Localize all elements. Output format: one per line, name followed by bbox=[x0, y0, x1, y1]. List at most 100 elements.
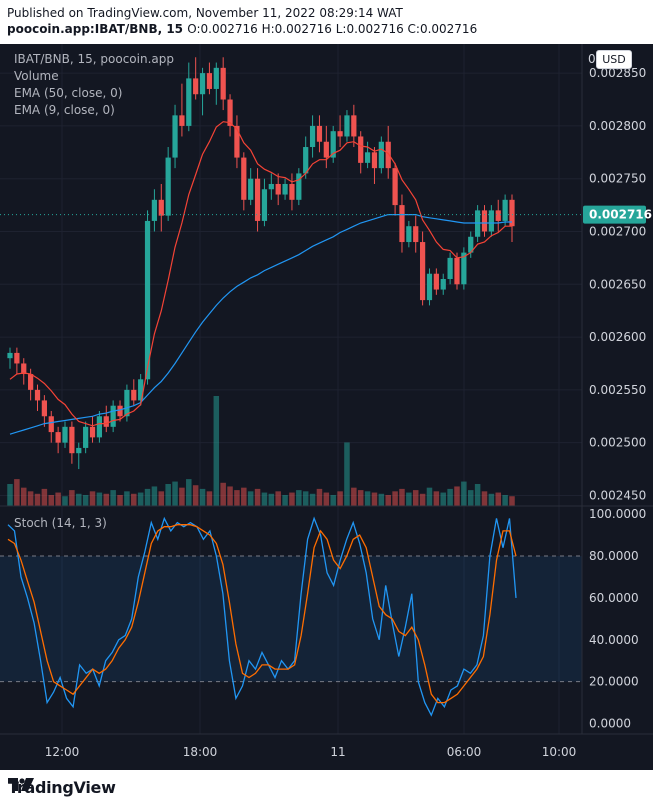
candle-body bbox=[509, 199, 515, 227]
candle-body bbox=[83, 426, 89, 448]
chart-area[interactable]: 0.002850 0.002800 0.002750 0.002700 0.002650… bbox=[0, 44, 653, 770]
candle-body bbox=[440, 279, 446, 290]
candle-body bbox=[138, 379, 144, 401]
candle-body bbox=[34, 389, 41, 401]
stoch-tick-label: 100.0000 bbox=[589, 507, 646, 521]
candle-body bbox=[392, 168, 398, 206]
ema50-line bbox=[9, 214, 512, 435]
volume-bar bbox=[89, 491, 96, 506]
candle-body bbox=[131, 389, 137, 401]
legend-ema9: EMA (9, close, 0) bbox=[14, 103, 115, 117]
volume-bar bbox=[55, 492, 61, 506]
volume-bar bbox=[213, 396, 220, 506]
candle-body bbox=[289, 183, 295, 200]
price-tick-label: 0.002750 bbox=[589, 172, 646, 186]
ohlc-values: O:0.002716 H:0.002716 L:0.002716 C:0.002… bbox=[187, 22, 478, 36]
chart-svg[interactable]: 0.002850 0.002800 0.002750 0.002700 0.002650… bbox=[0, 44, 653, 770]
volume-bar bbox=[399, 488, 405, 506]
volume-bar bbox=[69, 490, 75, 506]
candle-body bbox=[364, 152, 371, 163]
candle-body bbox=[28, 374, 34, 390]
price-tick-label: 0.002800 bbox=[589, 119, 646, 133]
candle-body bbox=[316, 125, 323, 142]
stoch-tick-label: 60.0000 bbox=[589, 591, 639, 605]
volume-bar bbox=[144, 488, 151, 506]
time-tick-label: 11 bbox=[330, 745, 345, 759]
candle-body bbox=[399, 205, 405, 243]
publish-header: Published on TradingView.com, November 1… bbox=[0, 0, 653, 44]
volume-bar bbox=[158, 491, 165, 506]
candle-body bbox=[337, 131, 343, 137]
candle-body bbox=[62, 426, 68, 443]
stoch-lines bbox=[7, 516, 517, 717]
volume-bar bbox=[124, 491, 130, 506]
volume-bar bbox=[7, 484, 13, 506]
candle-body bbox=[385, 141, 391, 169]
ema9-line bbox=[9, 121, 512, 427]
candle-body bbox=[495, 210, 501, 221]
candle-body bbox=[282, 183, 288, 195]
volume-bar bbox=[254, 488, 261, 506]
volume-bar bbox=[192, 485, 199, 506]
volume-bars bbox=[7, 396, 515, 506]
volume-bar bbox=[344, 442, 350, 506]
volume-bar bbox=[62, 496, 68, 506]
candle-body bbox=[358, 136, 364, 163]
volume-bar bbox=[351, 487, 357, 506]
tradingview-logo[interactable]: TradingView bbox=[8, 776, 116, 798]
stoch-tick-label: 0.0000 bbox=[589, 717, 631, 731]
legend-stoch: Stoch (14, 1, 3) bbox=[14, 516, 107, 530]
stoch-tick-label: 20.0000 bbox=[589, 675, 639, 689]
time-tick-label: 10:00 bbox=[542, 745, 577, 759]
volume-bar bbox=[406, 492, 412, 506]
candle-body bbox=[234, 125, 240, 158]
candle-body bbox=[41, 400, 47, 417]
volume-bar bbox=[227, 486, 233, 506]
legend-volume: Volume bbox=[14, 69, 59, 83]
legend-ema50: EMA (50, close, 0) bbox=[14, 86, 123, 100]
candle-body bbox=[110, 405, 116, 427]
candle-body bbox=[213, 67, 219, 89]
candle-body bbox=[186, 78, 192, 126]
volume-bar bbox=[172, 481, 178, 506]
volume-bar bbox=[82, 495, 89, 506]
axes: 0.002850 0.002800 0.002750 0.002700 0.002650… bbox=[0, 44, 653, 759]
volume-bar bbox=[179, 487, 185, 506]
candle-body bbox=[206, 73, 213, 89]
volume-bar bbox=[337, 491, 343, 506]
volume-bar bbox=[268, 493, 275, 506]
volume-bar bbox=[234, 490, 240, 506]
tradingview-logo-icon bbox=[8, 778, 34, 791]
price-tick-label: 0.002650 bbox=[589, 277, 646, 291]
price-tick-label: 0.002850 bbox=[589, 66, 646, 80]
volume-bar bbox=[412, 490, 419, 506]
candle-body bbox=[96, 416, 103, 438]
volume-bar bbox=[96, 492, 103, 506]
volume-bar bbox=[330, 495, 336, 506]
volume-bar bbox=[186, 479, 192, 506]
volume-bar bbox=[309, 493, 316, 506]
volume-bar bbox=[206, 491, 213, 506]
volume-bar bbox=[275, 491, 281, 506]
volume-bar bbox=[385, 495, 391, 506]
volume-bar bbox=[261, 492, 268, 506]
currency-usd-button[interactable]: USD bbox=[596, 50, 632, 69]
candle-body bbox=[268, 183, 274, 190]
candle-body bbox=[89, 426, 96, 438]
candle-body bbox=[371, 152, 378, 169]
candle-body bbox=[309, 125, 316, 148]
volume-bar bbox=[364, 491, 371, 506]
volume-bar bbox=[378, 493, 385, 506]
volume-bar bbox=[419, 493, 426, 506]
stoch-tick-label: 40.0000 bbox=[589, 633, 639, 647]
ema-lines bbox=[0, 121, 582, 435]
candle-body bbox=[117, 405, 123, 417]
volume-bar bbox=[474, 484, 481, 506]
candle-body bbox=[488, 210, 494, 232]
price-tick-label: 0.002600 bbox=[589, 330, 646, 344]
stoch-d-line bbox=[7, 524, 517, 704]
candle-body bbox=[220, 67, 226, 100]
candle-body bbox=[461, 252, 467, 285]
volume-bar bbox=[467, 490, 474, 506]
candle-body bbox=[275, 183, 281, 195]
